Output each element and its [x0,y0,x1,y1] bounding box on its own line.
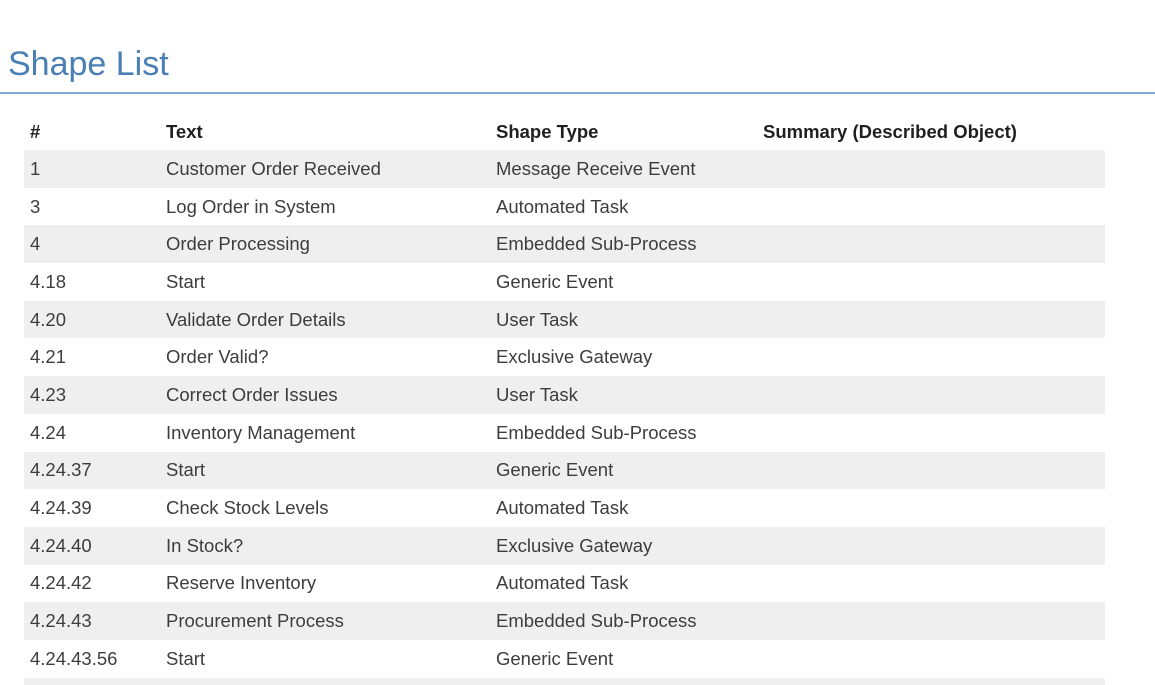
cell-number: 4 [30,233,41,255]
cell-shape-type: Generic Event [496,270,614,292]
cell-shape-type: Exclusive Gateway [496,346,653,368]
table-row: 4.24.43.56 Start Generic Event [24,639,1105,678]
table-header-row: # Text Shape Type Summary (Described Obj… [24,118,1105,150]
cell-shape-type: Message Receive Event [496,157,696,179]
cell-number: 4.24.40 [30,534,92,556]
cell-text: Start [166,270,206,292]
table-row: 4.20 Validate Order Details User Task [24,300,1105,339]
cell-summary [757,678,1105,685]
cell-text: Log Order in System [166,195,336,217]
cell-text: Start [166,647,206,669]
cell-number: 1 [30,157,41,179]
cell-shape-type: Embedded Sub-Process [496,233,697,255]
cell-text: Customer Order Received [166,157,381,179]
table-row: 4.24.37 Start Generic Event [24,451,1105,490]
cell-shape-type: Generic Event [496,459,614,481]
cell-shape-type: Automated Task [496,497,629,519]
cell-number: 4.20 [30,308,67,330]
column-header-text: Text [160,118,490,150]
cell-number: 4.24.39 [30,497,92,519]
cell-number: 4.24.43 [30,610,92,632]
cell-summary [757,452,1105,490]
table-row: 4.23 Correct Order Issues User Task [24,376,1105,414]
cell-text: Check Stock Levels [166,497,329,519]
cell-shape-type: Embedded Sub-Process [496,421,697,443]
cell-text: Inventory Management [166,421,356,443]
cell-number [24,678,160,685]
table-row: 4.24.43 Procurement Process Embedded Sub… [24,602,1105,640]
cell-number: 4.24 [30,421,67,443]
table-row: 4.24.39 Check Stock Levels Automated Tas… [24,489,1105,527]
cell-text: Reserve Inventory [166,572,317,594]
cell-summary [757,602,1105,640]
cell-number: 4.18 [30,270,67,292]
cell-text: Correct Order Issues [166,383,338,405]
shape-list-table: # Text Shape Type Summary (Described Obj… [24,118,1105,685]
cell-summary [757,301,1105,339]
cell-text: Procurement Process [166,610,344,632]
page-title: Shape List [8,45,169,83]
cell-shape-type: Automated Task [496,195,629,217]
table-row: 4.21 Order Valid? Exclusive Gateway [24,338,1105,377]
column-header-number: # [24,118,160,150]
cell-shape-type: Generic Event [496,647,614,669]
cell-summary [757,338,1105,376]
cell-number: 4.24.43.56 [30,647,118,669]
cell-summary [757,489,1105,527]
table-row: 4 Order Processing Embedded Sub-Process [24,225,1105,264]
cell-shape-type [490,678,757,685]
table-row: 3 Log Order in System Automated Task [24,187,1105,226]
cell-text [160,678,490,685]
cell-summary [757,150,1105,188]
cell-number: 4.23 [30,383,67,405]
cell-summary [757,414,1105,452]
cell-text: In Stock? [166,534,244,556]
column-header-shape-type: Shape Type [490,118,757,150]
table-row: 4.24 Inventory Management Embedded Sub-P… [24,413,1105,452]
cell-summary [757,376,1105,414]
cell-text: Start [166,459,206,481]
cell-summary [757,225,1105,263]
cell-summary [757,527,1105,565]
cell-summary [757,263,1105,301]
title-underline-rule [0,92,1155,94]
cell-shape-type: Embedded Sub-Process [496,610,697,632]
column-header-summary: Summary (Described Object) [757,118,1105,150]
cell-summary [757,188,1105,226]
shape-list-table-container: # Text Shape Type Summary (Described Obj… [24,118,1105,685]
cell-text: Order Valid? [166,346,269,368]
cell-summary [757,640,1105,678]
table-row: 4.18 Start Generic Event [24,263,1105,301]
cell-number: 4.24.42 [30,572,92,594]
cell-shape-type: User Task [496,383,578,405]
table-row: 4.24.40 In Stock? Exclusive Gateway [24,526,1105,565]
table-row-partial-clipped [24,677,1105,685]
cell-text: Order Processing [166,233,310,255]
cell-number: 4.24.37 [30,459,92,481]
table-row: 4.24.42 Reserve Inventory Automated Task [24,564,1105,603]
cell-number: 3 [30,195,41,217]
cell-number: 4.21 [30,346,67,368]
cell-shape-type: User Task [496,308,578,330]
cell-summary [757,565,1105,603]
cell-shape-type: Automated Task [496,572,629,594]
cell-text: Validate Order Details [166,308,346,330]
table-row: 1 Customer Order Received Message Receiv… [24,150,1105,188]
cell-shape-type: Exclusive Gateway [496,534,653,556]
